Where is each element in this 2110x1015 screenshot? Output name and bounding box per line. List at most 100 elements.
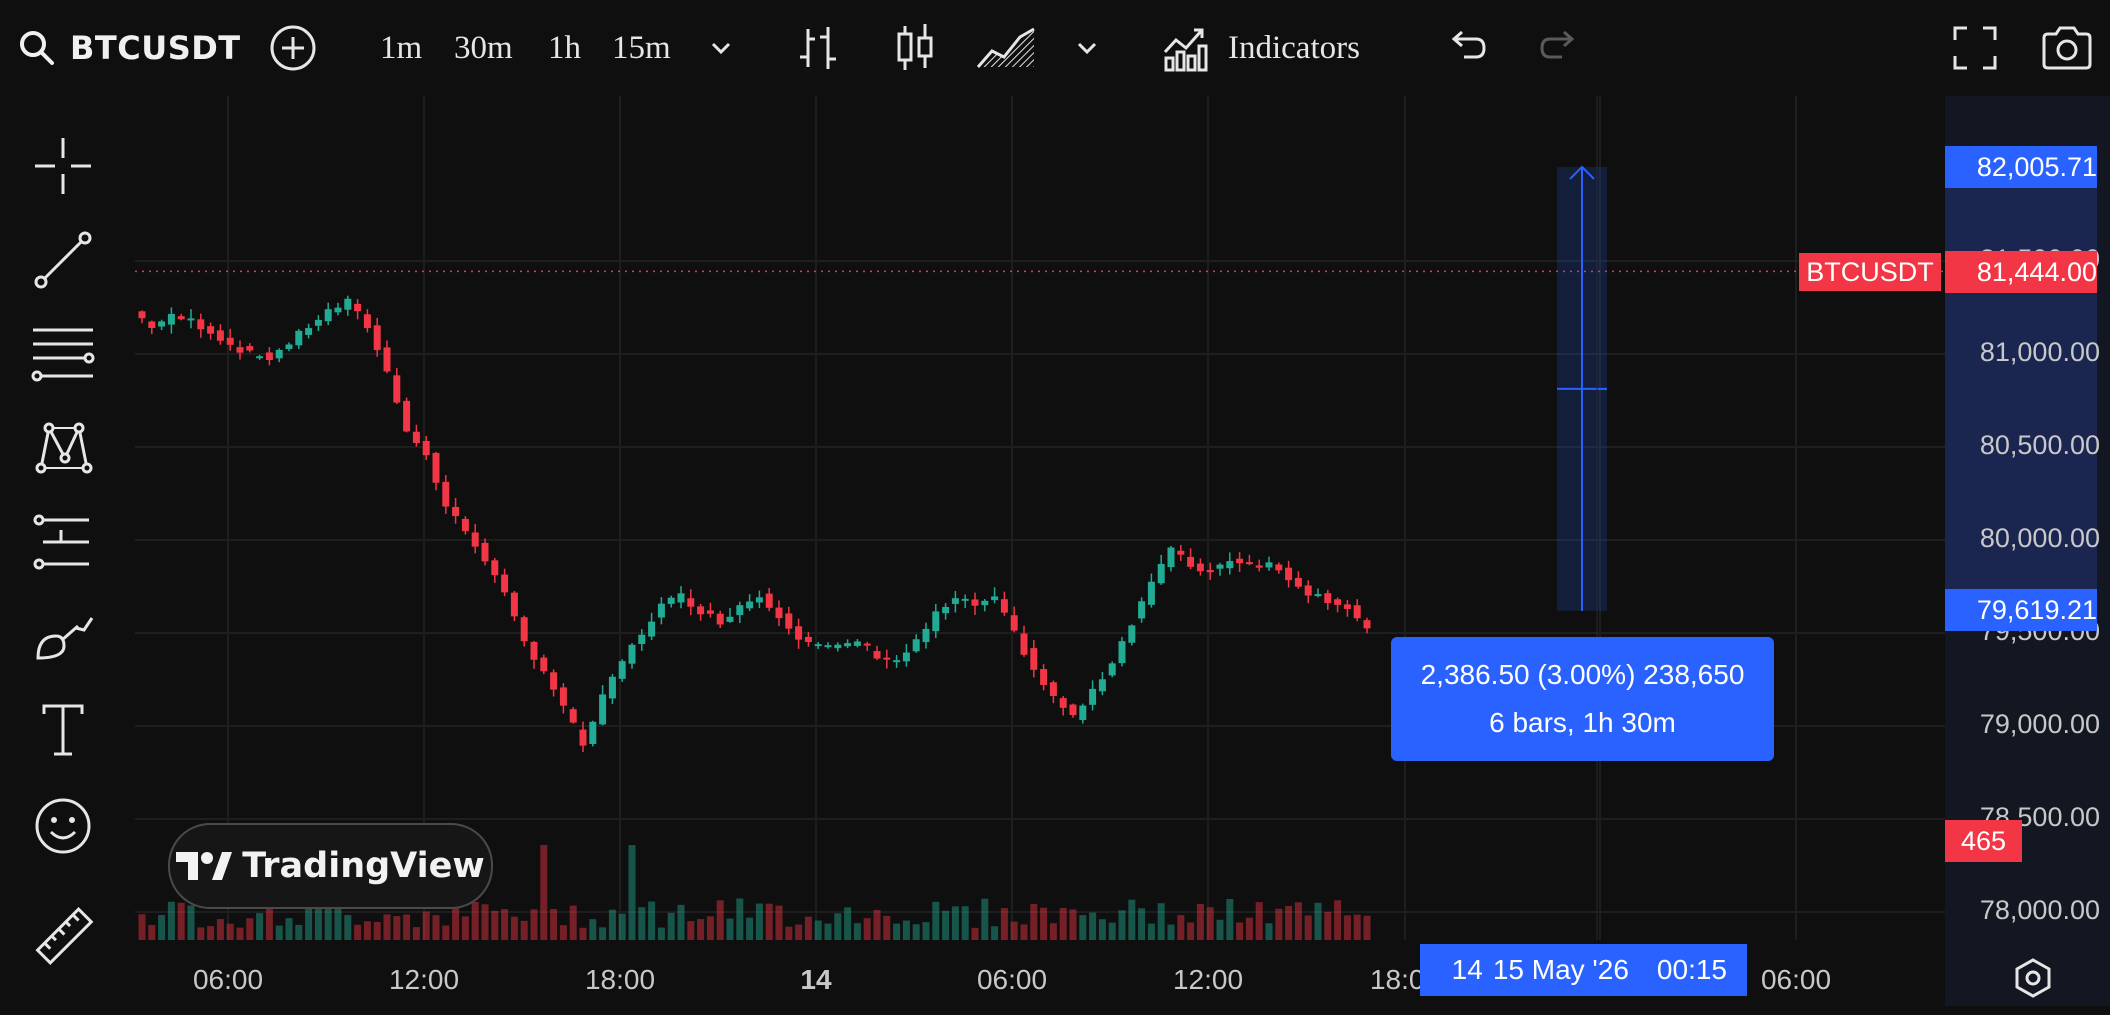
candle-body	[305, 328, 313, 335]
fullscreen-button[interactable]	[1952, 0, 1998, 96]
candle-body	[559, 687, 567, 706]
timeframe-15m[interactable]: 15m	[612, 29, 671, 66]
fib-tool[interactable]	[22, 314, 104, 394]
volume-bar	[1030, 903, 1038, 940]
candle-body	[461, 518, 469, 532]
measure-tool[interactable]	[22, 896, 104, 976]
volume-bar	[873, 909, 881, 940]
candle-body	[971, 599, 979, 606]
candle-body	[314, 319, 322, 326]
volume-bar	[1334, 900, 1342, 940]
trend-line-tool[interactable]	[22, 220, 104, 300]
candle-body	[1079, 705, 1087, 721]
crosshair-tool[interactable]	[22, 126, 104, 206]
time-tick: 06:00	[192, 964, 264, 995]
candle-body	[795, 626, 803, 640]
volume-bar	[148, 925, 156, 940]
candle-body	[814, 644, 822, 647]
indicators-button[interactable]: Indicators	[1162, 0, 1360, 96]
candle-body	[148, 321, 156, 329]
volume-bar	[1324, 911, 1332, 940]
trend-line-icon	[34, 231, 92, 289]
candle-body	[706, 610, 714, 614]
undo-button[interactable]	[1444, 0, 1488, 96]
volume-bar	[579, 927, 587, 940]
candle-body	[510, 592, 518, 617]
measure-arrow-head	[1569, 165, 1595, 180]
pattern-tool[interactable]	[22, 408, 104, 488]
indicators-icon	[1163, 28, 1208, 72]
prediction-tool[interactable]	[22, 502, 104, 582]
volume-bar	[804, 916, 812, 940]
chart-type-dropdown[interactable]	[1072, 0, 1102, 96]
candle-body	[824, 645, 832, 648]
time-tick-day: 14	[800, 964, 832, 995]
candle-body	[1226, 561, 1234, 569]
candle-body	[981, 600, 989, 606]
candle-body	[265, 352, 273, 361]
tradingview-logo[interactable]: TradingView	[168, 823, 493, 909]
text-tool[interactable]	[22, 690, 104, 770]
volume-bar	[1020, 924, 1028, 940]
candle-body	[1216, 564, 1224, 569]
volume-bar	[167, 901, 175, 940]
date-label-date: 15 May '26	[1492, 954, 1629, 985]
symbol-search[interactable]: BTCUSDT	[18, 0, 241, 96]
volume-bar	[746, 917, 754, 940]
screenshot-button[interactable]	[2040, 0, 2094, 96]
volume-bar	[648, 901, 656, 940]
emoji-tool[interactable]	[22, 786, 104, 866]
candles-chart-type-button[interactable]	[892, 0, 938, 96]
candle-body	[550, 672, 558, 690]
area-chart-type-button[interactable]	[976, 0, 1038, 96]
volume-bar	[1216, 919, 1224, 940]
symbol-price-tag: BTCUSDT	[1799, 253, 1941, 291]
candle-body	[177, 316, 185, 320]
volume-bar	[1059, 907, 1067, 940]
redo-button[interactable]	[1538, 0, 1582, 96]
volume-bar	[1177, 915, 1185, 940]
candle-body	[285, 344, 293, 350]
time-tick: 06:00	[1760, 964, 1832, 995]
volume-bar	[912, 924, 920, 940]
volume-bar	[922, 922, 930, 940]
volume-bar	[736, 898, 744, 940]
brush-tool[interactable]	[22, 596, 104, 676]
candle-body	[1353, 605, 1361, 619]
crosshair-date-label: 14 15 May '26 00:15	[1420, 944, 1747, 996]
candle-body	[1138, 601, 1146, 619]
volume-bar	[520, 920, 528, 940]
timeframe-1h[interactable]: 1h	[548, 29, 581, 66]
volume-bar	[1040, 907, 1048, 940]
candle-body	[599, 694, 607, 725]
candle-body	[1236, 558, 1244, 564]
price-tick-80500: 80,500.00	[1979, 430, 2100, 460]
volume-bar	[403, 914, 411, 940]
volume-bar	[1343, 915, 1351, 940]
candle-body	[893, 660, 901, 663]
candle-body	[1285, 567, 1293, 581]
timeframe-30m[interactable]: 30m	[454, 29, 513, 66]
candle-body	[1324, 593, 1332, 604]
add-symbol-button[interactable]	[268, 0, 318, 96]
candle-body	[932, 611, 940, 632]
chart-settings-button[interactable]	[2010, 955, 2056, 1001]
candle-body	[677, 593, 685, 603]
candle-body	[569, 709, 577, 723]
volume-bar	[981, 898, 989, 940]
volume-bar	[305, 903, 313, 940]
volume-bar	[1069, 909, 1077, 940]
candle-body	[452, 506, 460, 517]
candle-body	[746, 601, 754, 609]
measure-change: 2,386.50 (3.00%) 238,650	[1420, 659, 1745, 690]
timeframe-dropdown[interactable]	[706, 0, 736, 96]
volume-bar	[687, 921, 695, 940]
candle-body	[628, 644, 636, 664]
volume-bar	[1128, 899, 1136, 940]
volume-bar	[1314, 902, 1322, 940]
candle-body	[442, 481, 450, 507]
timeframe-1m[interactable]: 1m	[380, 29, 423, 66]
candle-body	[589, 721, 597, 744]
bar-chart-type-button[interactable]	[796, 0, 842, 96]
